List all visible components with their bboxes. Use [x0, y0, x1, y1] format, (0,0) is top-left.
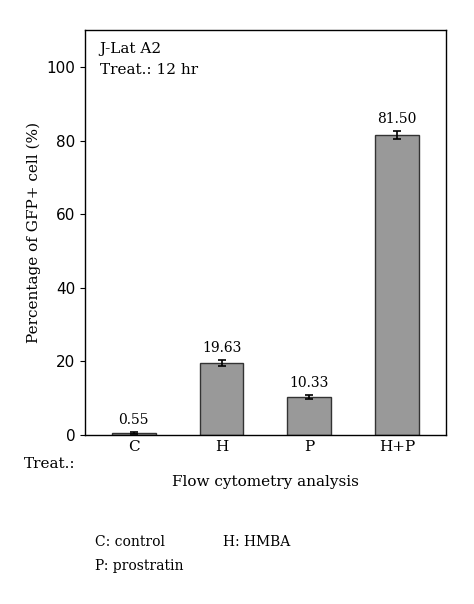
Text: 81.50: 81.50 — [378, 112, 417, 126]
Text: Flow cytometry analysis: Flow cytometry analysis — [172, 475, 359, 489]
Text: C: control: C: control — [95, 535, 165, 548]
Bar — [112, 433, 155, 435]
Text: H: HMBA: H: HMBA — [223, 535, 290, 548]
Text: J-Lat A2
Treat.: 12 hr: J-Lat A2 Treat.: 12 hr — [100, 42, 198, 77]
Bar — [287, 397, 331, 435]
Text: 19.63: 19.63 — [202, 341, 241, 355]
Text: Treat.:: Treat.: — [24, 457, 76, 471]
Bar — [375, 135, 419, 435]
Text: 0.55: 0.55 — [118, 413, 149, 428]
Y-axis label: Percentage of GFP+ cell (%): Percentage of GFP+ cell (%) — [27, 122, 41, 343]
Text: 10.33: 10.33 — [290, 376, 329, 390]
Text: P: prostratin: P: prostratin — [95, 559, 183, 573]
Bar — [200, 362, 244, 435]
